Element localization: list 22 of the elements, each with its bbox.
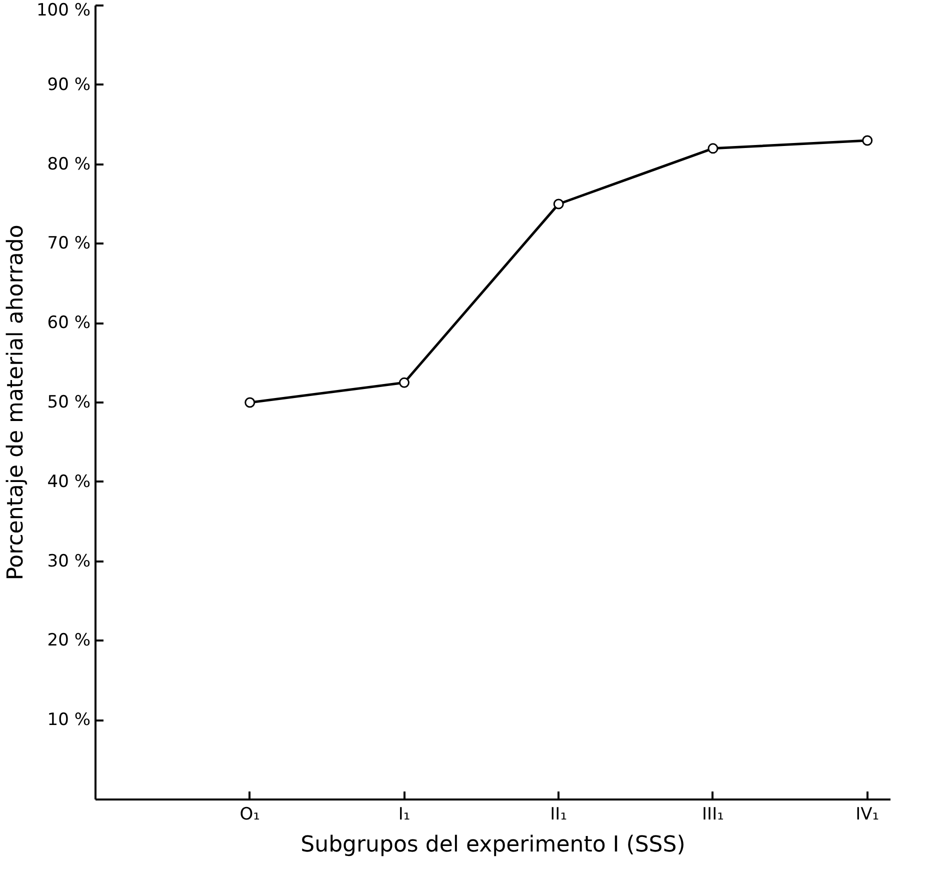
- point: [708, 143, 718, 154]
- point: [553, 198, 564, 210]
- y-tick-label: 30 %: [47, 551, 91, 572]
- y-tick-label: 40 %: [47, 472, 91, 492]
- point: [862, 135, 873, 146]
- y-tick-label: 20 %: [47, 630, 91, 651]
- y-axis-title: Porcentaje de material ahorrado: [3, 224, 28, 580]
- y-tick-label: 70 %: [47, 234, 91, 254]
- y-tick-label: 60 %: [47, 313, 91, 334]
- x-tick-label: O₁: [240, 804, 260, 824]
- x-tick-label: IV₁: [856, 804, 880, 824]
- x-axis-title: Subgrupos del experimento I (SSS): [300, 832, 686, 858]
- y-tick-label: 10 %: [47, 710, 91, 730]
- x-tick-label: III₁: [702, 804, 724, 824]
- x-tick-label: II₁: [550, 804, 568, 824]
- y-tick-label: 90 %: [47, 74, 91, 95]
- y-tick-label: 50 %: [47, 392, 91, 412]
- x-tick-label: I₁: [398, 804, 410, 824]
- point: [398, 377, 410, 388]
- y-tick-label: 100 %: [36, 0, 91, 20]
- point: [244, 397, 256, 408]
- y-tick-label: 80 %: [47, 154, 91, 174]
